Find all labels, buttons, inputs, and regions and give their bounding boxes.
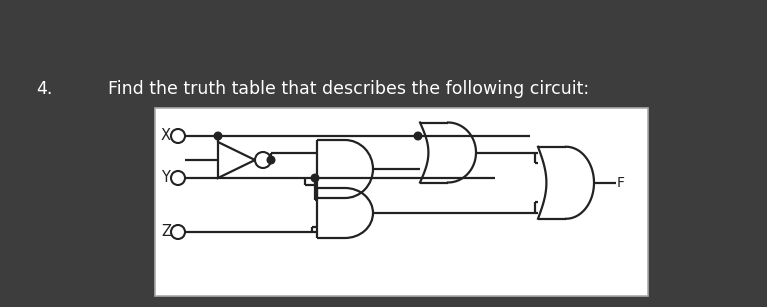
Bar: [155, 108, 648, 296]
Circle shape: [171, 171, 185, 185]
Circle shape: [171, 129, 185, 143]
Text: Find the truth table that describes the following circuit:: Find the truth table that describes the …: [108, 80, 589, 98]
Text: Z: Z: [161, 224, 171, 239]
Text: F: F: [617, 176, 625, 190]
Circle shape: [255, 152, 271, 168]
Circle shape: [267, 156, 275, 164]
Text: X: X: [161, 129, 171, 143]
Text: Y: Y: [161, 170, 170, 185]
Circle shape: [214, 132, 222, 140]
Circle shape: [414, 132, 422, 140]
Text: 4.: 4.: [36, 80, 52, 98]
Circle shape: [311, 174, 319, 182]
Circle shape: [171, 225, 185, 239]
